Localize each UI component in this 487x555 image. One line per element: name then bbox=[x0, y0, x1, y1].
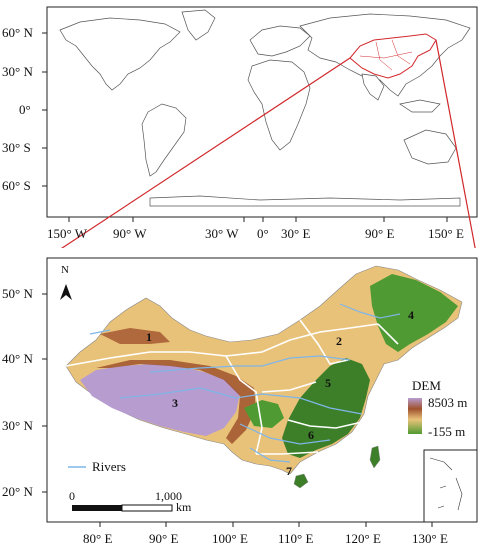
world-lon-label: 0° bbox=[257, 226, 269, 241]
dem-legend-high: 8503 m bbox=[428, 395, 468, 410]
china-map-panel: 50° N 40° N 30° N 20° N 80° E 90° E 100°… bbox=[0, 248, 487, 550]
china-lon-label: 90° E bbox=[149, 531, 179, 546]
se-asia-islands bbox=[399, 99, 441, 113]
rivers-legend-label: Rivers bbox=[92, 459, 126, 474]
sichuan-basin bbox=[244, 400, 284, 428]
china-lon-label: 120° E bbox=[345, 531, 381, 546]
world-lon-label: 90° W bbox=[113, 226, 147, 241]
taiwan bbox=[369, 445, 381, 469]
dem-legend-title: DEM bbox=[412, 378, 441, 393]
region-label-7: 7 bbox=[286, 464, 292, 478]
region-label-6: 6 bbox=[308, 428, 314, 442]
world-map-panel: 60° N 30° N 0° 30° S 60° S 150° W 90° W … bbox=[0, 0, 487, 259]
inset-islands bbox=[429, 457, 463, 511]
world-lon-label: 30° E bbox=[281, 226, 311, 241]
dem-color-ramp bbox=[408, 398, 422, 434]
world-lat-label: 30° S bbox=[2, 140, 31, 155]
plateau-rim bbox=[96, 360, 256, 444]
scale-bar-unit: km bbox=[176, 500, 192, 514]
region-label-5: 5 bbox=[325, 376, 331, 390]
china-ticks bbox=[42, 293, 433, 527]
hainan bbox=[293, 473, 309, 489]
europe bbox=[249, 25, 311, 57]
connector-line-left bbox=[46, 57, 351, 259]
rivers bbox=[89, 303, 401, 463]
antarctica bbox=[149, 195, 461, 207]
china-dem-map bbox=[42, 257, 478, 527]
dem-legend-low: -155 m bbox=[428, 424, 466, 439]
scale-bar-end: 1,000 bbox=[155, 489, 182, 503]
world-lon-label: 150° E bbox=[428, 226, 464, 241]
region-boundaries bbox=[65, 319, 399, 455]
greenland bbox=[181, 9, 216, 41]
region-label-3: 3 bbox=[172, 396, 178, 410]
india bbox=[361, 73, 385, 101]
north-america bbox=[59, 17, 181, 91]
region-label-2: 2 bbox=[336, 334, 342, 348]
china-lat-label: 40° N bbox=[2, 351, 33, 366]
world-lat-label: 60° N bbox=[2, 25, 33, 40]
tianshan bbox=[100, 328, 170, 344]
eastern-plains bbox=[282, 358, 370, 458]
australia bbox=[403, 129, 457, 165]
north-arrow-icon bbox=[60, 284, 72, 300]
south-china-sea-inset bbox=[423, 449, 478, 523]
world-map bbox=[42, 6, 478, 259]
world-lon-label: 30° W bbox=[205, 226, 239, 241]
china-lat-label: 50° N bbox=[2, 286, 33, 301]
northeast-plain bbox=[370, 274, 458, 352]
scale-bar-start: 0 bbox=[69, 489, 75, 503]
china-lat-label: 20° N bbox=[2, 484, 33, 499]
world-lat-label: 30° N bbox=[2, 64, 33, 79]
china-lon-label: 130° E bbox=[412, 531, 448, 546]
world-lon-label: 150° W bbox=[47, 226, 87, 241]
tibetan-plateau bbox=[80, 364, 240, 436]
region-label-4: 4 bbox=[408, 308, 414, 322]
south-america bbox=[141, 103, 187, 177]
china-lon-label: 100° E bbox=[212, 531, 248, 546]
scale-bar bbox=[72, 504, 173, 512]
world-lon-label: 90° E bbox=[365, 226, 395, 241]
north-arrow-label: N bbox=[61, 264, 69, 276]
china-lon-label: 110° E bbox=[278, 531, 314, 546]
china-provinces-world bbox=[359, 39, 413, 71]
world-lat-label: 0° bbox=[19, 102, 31, 117]
world-ticks bbox=[42, 32, 448, 222]
china-lon-label: 80° E bbox=[83, 531, 113, 546]
connector-line-right bbox=[435, 39, 478, 259]
world-lat-label: 60° S bbox=[2, 178, 31, 193]
china-lat-label: 30° N bbox=[2, 418, 33, 433]
region-label-1: 1 bbox=[146, 330, 152, 344]
